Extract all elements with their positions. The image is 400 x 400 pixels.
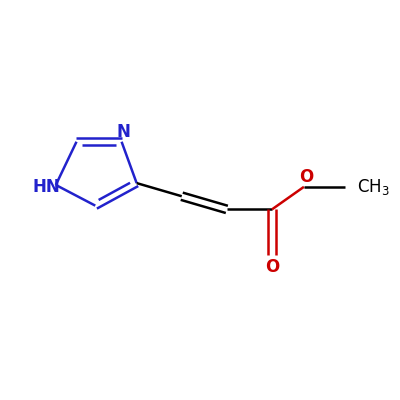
Text: CH$_3$: CH$_3$ xyxy=(356,177,389,197)
Text: O: O xyxy=(265,258,279,276)
Text: O: O xyxy=(299,168,313,186)
Text: N: N xyxy=(116,122,130,140)
Text: HN: HN xyxy=(32,178,60,196)
